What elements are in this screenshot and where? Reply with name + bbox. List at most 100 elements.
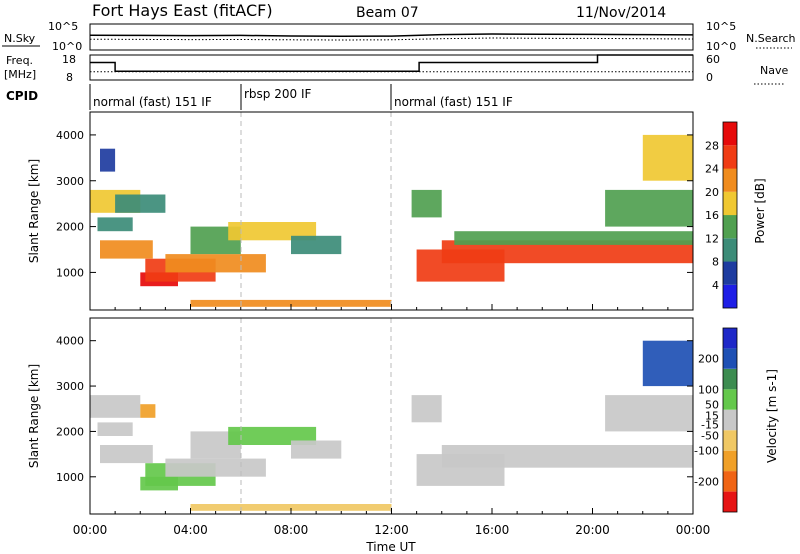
power-cells-cell-3	[115, 194, 166, 213]
colorbar-tick-label: 4	[712, 279, 719, 292]
noise-panel-frame	[89, 23, 694, 51]
colorbar-swatch	[723, 215, 737, 239]
colorbar-tick-label: -100	[694, 445, 719, 458]
power-cells-cell-13	[454, 231, 693, 245]
colorbar-swatch	[723, 491, 737, 512]
colorbar-swatch	[723, 348, 737, 369]
power-cells-cell-2	[100, 240, 153, 259]
vel-cells-cell-13	[642, 340, 694, 387]
nave-tick-bottom: 0	[706, 71, 713, 84]
power-cells-cell-9	[291, 235, 342, 255]
ytick-label: 2000	[56, 425, 84, 438]
vel-cells-cell-2	[100, 445, 153, 464]
nave-tick-top: 60	[706, 53, 720, 66]
colorbar-tick-label: 8	[712, 256, 719, 269]
colorbar-tick-label: -15	[701, 419, 719, 432]
date-label: 11/Nov/2014	[576, 5, 666, 21]
vel-cells-cell-15	[140, 404, 156, 418]
vel-cells-cell-0	[90, 395, 141, 418]
power-panel: 1000 2000 3000 4000 Slant Range [km] 4 8 12 16…	[27, 111, 767, 311]
nsearch-series-line	[89, 37, 694, 41]
noise-panel: N.Sky 10^5 10^0 10^5 10^0 N.Search	[2, 20, 796, 53]
freq-panel-frame	[89, 54, 694, 81]
colorbar-swatch	[723, 284, 737, 309]
nsearch-tick-bottom: 10^0	[706, 40, 736, 53]
colorbar-swatch	[723, 191, 737, 216]
power-cells-cell-15	[642, 134, 694, 181]
colorbar-tick-label: -50	[701, 429, 719, 442]
ytick-label: 2000	[56, 221, 84, 234]
velocity-ylabel: Slant Range [km]	[27, 364, 41, 468]
power-ylabel: Slant Range [km]	[27, 159, 41, 263]
beam-label: Beam 07	[356, 5, 419, 21]
colorbar-tick-label: 12	[705, 232, 719, 245]
colorbar-frame	[722, 121, 738, 309]
colorbar-tick-label: 16	[705, 209, 719, 222]
velocity-yticks: 1000 2000 3000 4000	[56, 335, 693, 484]
nsearch-label: N.Search	[746, 32, 796, 45]
xtick-label: 00:00	[676, 523, 711, 537]
vel-cells-cell-12	[605, 395, 693, 432]
nave-label: Nave	[760, 64, 788, 77]
colorbar-swatch	[723, 409, 737, 431]
time-axis: 00:00 04:00 08:00 12:00 16:00 20:00 00:00	[73, 304, 711, 537]
colorbar-frame	[722, 327, 738, 513]
freq-unit-label: [MHz]	[4, 68, 36, 81]
power-cells-cell-8	[228, 222, 317, 241]
vel-cells-cell-1	[97, 422, 133, 436]
colorbar-swatch	[723, 430, 737, 451]
colorbar-swatch	[723, 168, 737, 192]
colorbar-tick-label: -200	[694, 475, 719, 488]
cpid-segment-1: normal (fast) 151 IF	[93, 95, 212, 109]
xtick-label: 00:00	[73, 523, 108, 537]
power-yticks: 1000 2000 3000 4000	[56, 129, 693, 279]
cpid-label: CPID	[6, 89, 38, 103]
colorbar-tick-label: 20	[705, 186, 719, 199]
vel-cells-cell-9	[411, 395, 442, 423]
power-cells-cell-12	[441, 240, 694, 264]
colorbar-tick-label: 24	[705, 163, 719, 176]
xtick-label: 04:00	[173, 523, 208, 537]
colorbar-tick-label: 200	[698, 353, 719, 366]
power-colorbar: 4 8 12 16 20 24 28	[705, 121, 738, 309]
colorbar-tick-label: 15	[705, 409, 719, 422]
nsky-series-line	[89, 33, 694, 37]
colorbar-swatch	[723, 368, 737, 390]
ytick-label: 1000	[56, 266, 84, 279]
vel-cells-cell-11	[441, 445, 694, 468]
power-cells	[90, 134, 694, 307]
chart-title: Fort Hays East (fitACF)	[92, 1, 273, 20]
freq-series-line	[90, 54, 693, 73]
power-cells-cell-17	[100, 148, 116, 172]
colorbar-tick-label: 100	[698, 383, 719, 396]
ytick-label: 3000	[56, 380, 84, 393]
power-cells-cell-16	[190, 299, 392, 307]
ytick-label: 4000	[56, 129, 84, 142]
ytick-label: 4000	[56, 335, 84, 348]
colorbar-swatch	[723, 238, 737, 262]
colorbar-tick-label: 28	[705, 139, 719, 152]
vel-cells-cell-8	[291, 440, 342, 459]
cpid-segment-3: normal (fast) 151 IF	[394, 95, 513, 109]
vel-cells-cell-5	[165, 458, 266, 477]
time-axis-label: Time UT	[365, 540, 416, 554]
colorbar-swatch	[723, 261, 737, 285]
velocity-cells	[90, 340, 694, 511]
nsky-tick-top: 10^5	[48, 20, 78, 33]
power-cells-cell-1	[97, 217, 133, 232]
vel-cells-cell-14	[190, 504, 392, 511]
velocity-colorbar-label: Velocity [m s-1]	[765, 369, 779, 463]
cpid-segment-2: rbsp 200 IF	[244, 87, 311, 101]
freq-tick-bottom: 8	[66, 71, 73, 84]
cpid-row: CPID normal (fast) 151 IF rbsp 200 IF no…	[6, 84, 513, 110]
velocity-panel: 1000 2000 3000 4000 Slant Range [km] -200 -1…	[27, 317, 779, 515]
nsearch-tick-top: 10^5	[706, 20, 736, 33]
colorbar-swatch	[723, 450, 737, 472]
xtick-label: 20:00	[575, 523, 610, 537]
freq-label: Freq.	[6, 54, 33, 67]
xtick-label: 16:00	[475, 523, 510, 537]
freq-panel: Freq. [MHz] 18 8 60 0 Nave	[4, 53, 788, 85]
